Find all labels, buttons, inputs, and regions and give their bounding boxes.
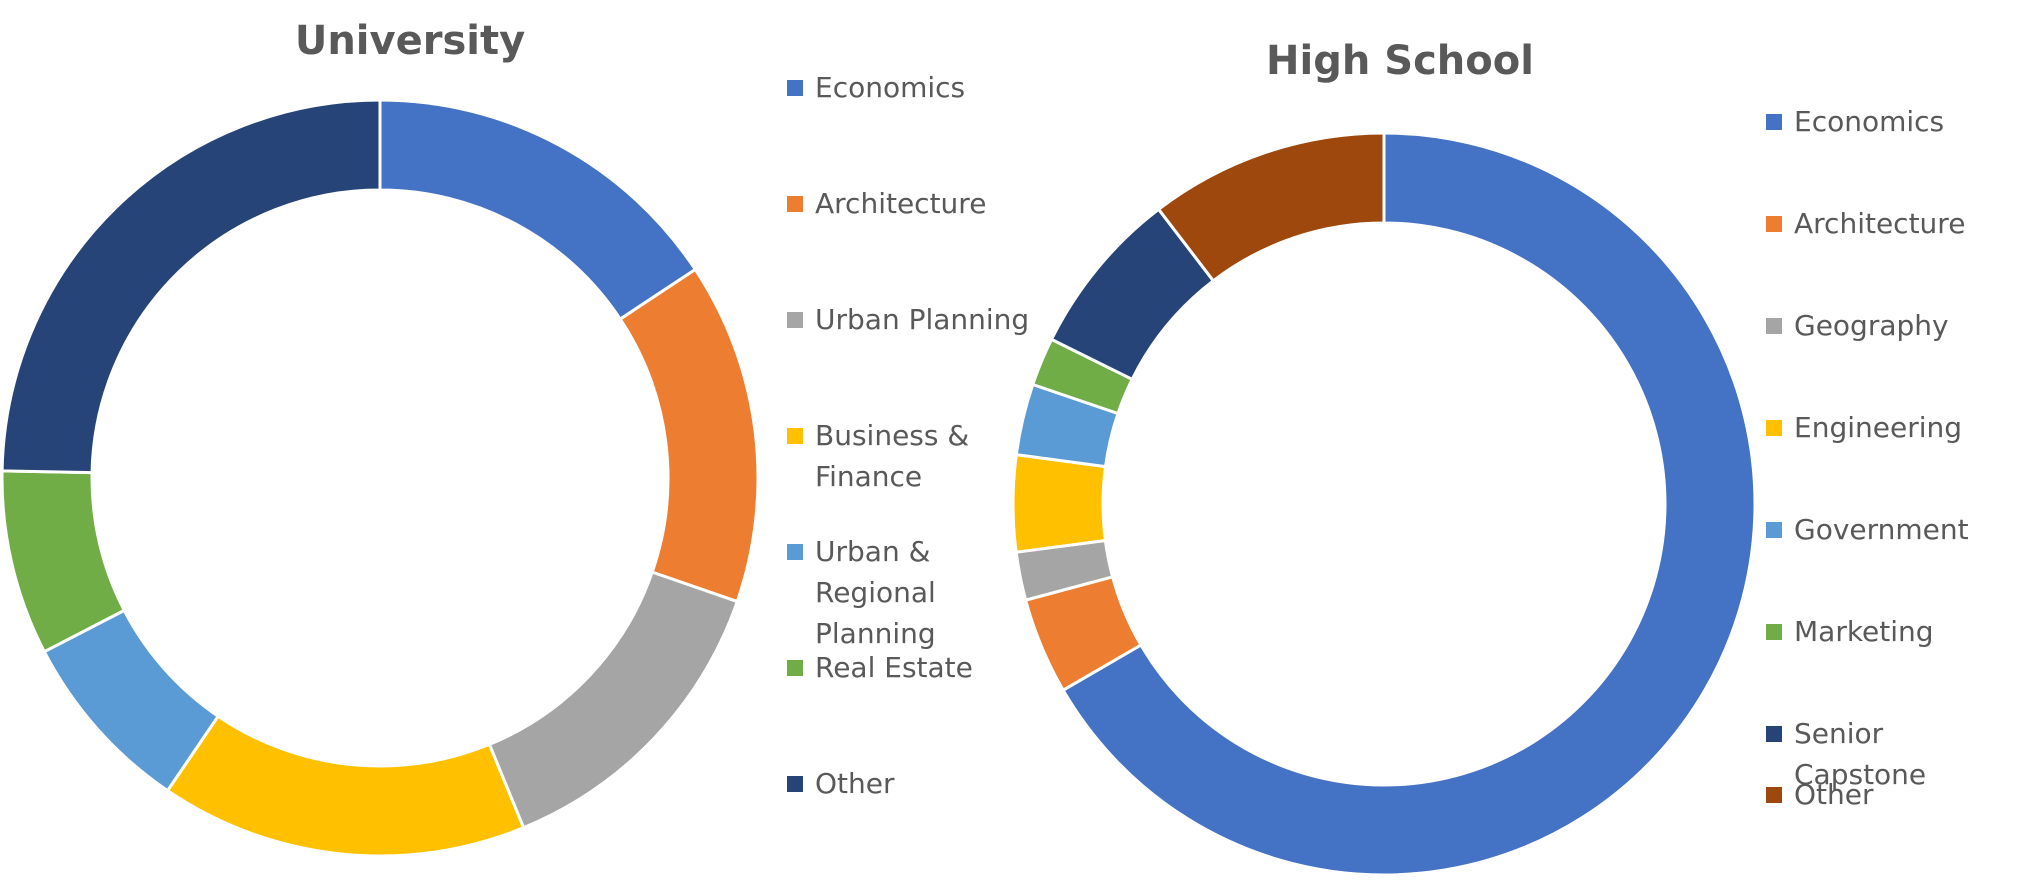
legend-label-line: Capstone: [1794, 758, 1927, 791]
legend-swatch: [1766, 420, 1782, 436]
legend-label-line: Planning: [815, 617, 936, 650]
legend-swatch: [787, 544, 803, 560]
legend-label-line: Government: [1794, 513, 1969, 546]
legend-swatch: [1766, 318, 1782, 334]
university-slice-other: [0, 98, 382, 475]
university-chart-title: University: [294, 18, 526, 64]
legend-label-line: Architecture: [815, 187, 987, 220]
legend-label: Urban & Regional Planning: [815, 531, 936, 654]
legend-label: Urban Planning: [815, 299, 1029, 340]
legend-label-line: Finance: [815, 460, 923, 493]
high-school-chart-title: High School: [1266, 38, 1534, 84]
legend-swatch: [787, 428, 803, 444]
legend-swatch: [1766, 787, 1782, 803]
legend-label: Geography: [1794, 305, 1949, 346]
legend-label: Architecture: [1794, 203, 1965, 244]
legend-label-line: Urban Planning: [815, 303, 1030, 336]
legend-swatch: [787, 196, 803, 212]
legend-swatch: [787, 776, 803, 792]
legend-swatch: [1766, 216, 1782, 232]
legend-label: Other: [1794, 774, 1874, 815]
legend-swatch: [787, 660, 803, 676]
university-slice-urban-planning: [487, 570, 739, 830]
legend-label: Engineering: [1794, 407, 1962, 448]
legend-swatch: [1766, 624, 1782, 640]
legend-label-line: Geography: [1794, 309, 1949, 342]
legend-label-line: Urban &: [815, 535, 931, 568]
legend-label: Architecture: [815, 183, 986, 224]
legend-label: Senior Capstone: [1794, 713, 1926, 795]
legend-label: Business & Finance: [815, 415, 969, 497]
legend-swatch: [1766, 522, 1782, 538]
legend-swatch: [1766, 726, 1782, 742]
legend-label-line: Economics: [815, 71, 966, 104]
legend-label-line: Other: [1794, 778, 1874, 811]
legend-label: Economics: [815, 67, 965, 108]
legend-label-line: Other: [815, 767, 895, 800]
legend-label-line: Engineering: [1794, 411, 1962, 444]
legend-swatch: [787, 312, 803, 328]
legend-label-line: Architecture: [1794, 207, 1966, 240]
legend-label-line: Real Estate: [815, 651, 973, 684]
university-slice-economics: [378, 98, 697, 321]
legend-swatch: [1766, 114, 1782, 130]
legend-label-line: Marketing: [1794, 615, 1934, 648]
high-school-slice-economics: [1061, 131, 1757, 877]
legend-label-line: Economics: [1794, 105, 1945, 138]
legend-label: Real Estate: [815, 647, 973, 688]
legend-swatch: [787, 80, 803, 96]
legend-label: Marketing: [1794, 611, 1934, 652]
legend-label: Economics: [1794, 101, 1944, 142]
legend-label-line: Senior: [1794, 717, 1884, 750]
legend-label-line: Business &: [815, 419, 970, 452]
legend-label: Government: [1794, 509, 1969, 550]
university-slice-architecture: [618, 267, 760, 604]
university-slice-business-and-finance: [166, 714, 526, 858]
high-school-slice-other: [1157, 131, 1386, 283]
high-school-slice-engineering: [1011, 453, 1107, 554]
legend-label-line: Regional: [815, 576, 936, 609]
legend-label: Other: [815, 763, 895, 804]
